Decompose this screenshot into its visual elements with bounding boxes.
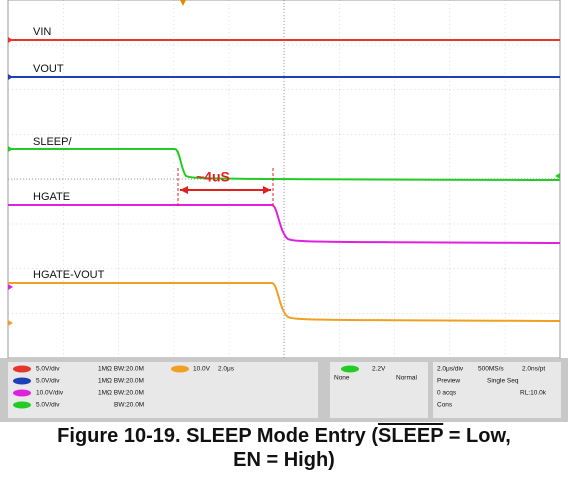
- trace-hgate: [8, 204, 561, 244]
- trace-label: HGATE-VOUT: [33, 269, 105, 281]
- trace-label: VOUT: [33, 63, 64, 75]
- annotation: ~4uS: [196, 169, 230, 185]
- trace-label: SLEEP/: [33, 136, 72, 148]
- status-text: 2.0μs/div: [437, 366, 464, 373]
- trace-label: VIN: [33, 26, 51, 38]
- caption-text: SLEEP: [378, 425, 444, 447]
- trace-hgate-vout: [8, 282, 561, 322]
- status-text: None: [334, 375, 350, 382]
- trigger-marker: [180, 0, 186, 6]
- status-text: 5.0V/div: [36, 378, 60, 385]
- status-text: Cons: [437, 402, 453, 409]
- status-text: 1MΩ BW:20.0M: [98, 366, 144, 373]
- status-text: 0 acqs: [437, 390, 457, 397]
- status-text: 2.0μs: [218, 366, 235, 373]
- status-text: 2.2V: [372, 366, 386, 373]
- status-text: Preview: [437, 378, 460, 385]
- marker-lines: [177, 168, 274, 206]
- status-text: 10.0V/div: [36, 390, 64, 397]
- status-text: 2.0ns/pt: [522, 366, 545, 373]
- scope: ~4uS VIN VOUT SLEEP/ HGATE HGATE-VOUT 5.…: [0, 0, 568, 422]
- status-text: 5.0V/div: [36, 366, 60, 373]
- status-text: 1MΩ BW:20.0M: [98, 390, 144, 397]
- trace-label: HGATE: [33, 191, 70, 203]
- status-text: 500MS/s: [478, 366, 504, 373]
- status-text: 1MΩ BW:20.0M: [98, 378, 144, 385]
- status-text: Normal: [396, 375, 418, 382]
- status-text: BW:20.0M: [114, 402, 144, 409]
- status-text: 5.0V/div: [36, 402, 60, 409]
- caption-text: Figure 10-19. SLEEP Mode Entry (: [57, 425, 378, 447]
- trace-sleep: [8, 148, 561, 181]
- caption-text: EN = High): [233, 449, 335, 471]
- status-text: RL:10.0k: [520, 390, 547, 397]
- status-text: 10.0V: [193, 366, 211, 373]
- status-text: Single Seq: [487, 378, 519, 385]
- caption: Figure 10-19. SLEEP Mode Entry (SLEEP = …: [0, 424, 568, 472]
- caption-text: = Low,: [443, 425, 511, 447]
